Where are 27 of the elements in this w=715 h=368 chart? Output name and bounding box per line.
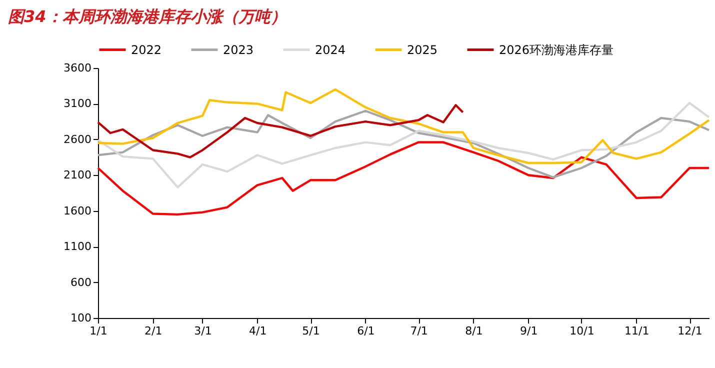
- x-tick-label: 4/1: [249, 324, 267, 338]
- y-tick-label: 1100: [64, 240, 92, 254]
- x-tick-label: 3/1: [194, 324, 212, 338]
- x-tick-label: 2/1: [144, 324, 162, 338]
- y-tick-label: 100: [70, 312, 92, 324]
- x-tick-label: 5/1: [302, 324, 320, 338]
- y-tick-label: 3100: [64, 97, 92, 110]
- y-tick-label: 1600: [64, 204, 92, 218]
- x-tick-label: 7/1: [410, 324, 428, 338]
- line-series: [96, 104, 464, 158]
- y-tick-label: 600: [70, 276, 92, 289]
- chart-title: 图34：本周环渤海港库存小涨（万吨）: [8, 7, 286, 26]
- legend-label: 2022: [131, 42, 162, 57]
- legend-label: 2025: [407, 42, 438, 57]
- x-tick-label: 6/1: [357, 324, 375, 338]
- y-tick-label: 3600: [64, 62, 92, 74]
- y-tick-label: 2600: [64, 132, 92, 146]
- x-tick-label: 9/1: [520, 324, 538, 338]
- x-tick-label: 1/1: [90, 324, 108, 338]
- legend-label: 2026环渤海港库存量: [499, 42, 614, 57]
- x-tick-label: 11/1: [624, 324, 650, 338]
- legend-label: 2024: [315, 42, 346, 57]
- y-tick-label: 2100: [64, 168, 92, 182]
- x-tick-label: 12/1: [678, 324, 702, 338]
- x-tick-label: 8/1: [465, 324, 483, 338]
- legend-label: 2023: [223, 42, 254, 57]
- x-tick-label: 10/1: [570, 324, 594, 338]
